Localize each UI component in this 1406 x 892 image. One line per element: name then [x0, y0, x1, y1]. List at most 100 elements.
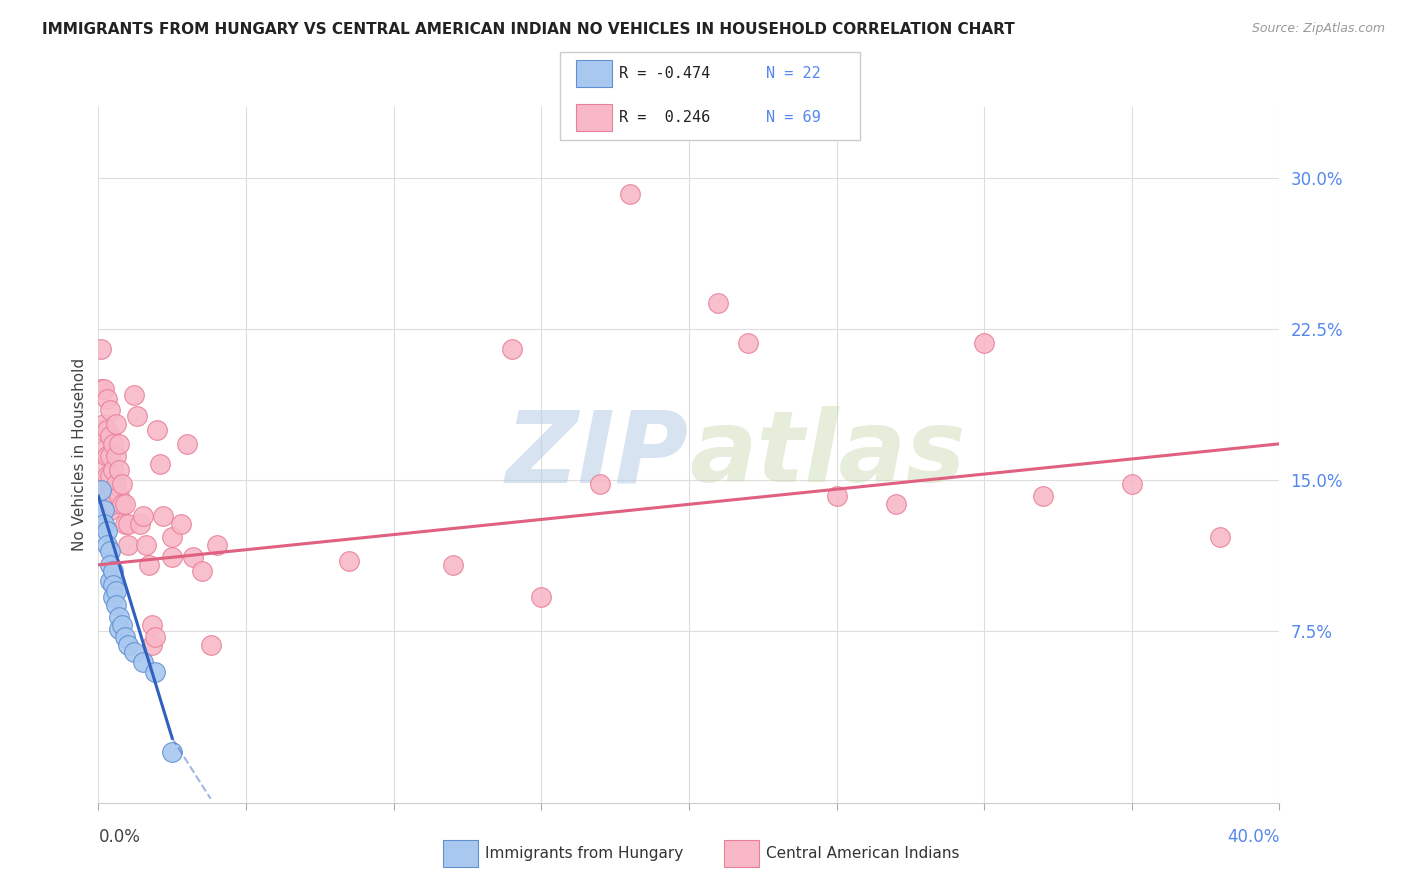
- Text: Central American Indians: Central American Indians: [766, 847, 960, 861]
- Point: [108, 623, 131, 637]
- Point: [98, 574, 121, 588]
- Y-axis label: No Vehicles in Household: No Vehicles in Household: [72, 359, 87, 551]
- Text: 0.0%: 0.0%: [98, 828, 141, 846]
- Point: [181, 549, 204, 564]
- Point: [90, 483, 112, 498]
- Point: [132, 509, 155, 524]
- Text: atlas: atlas: [689, 407, 966, 503]
- Point: [117, 517, 139, 532]
- Text: IMMIGRANTS FROM HUNGARY VS CENTRAL AMERICAN INDIAN NO VEHICLES IN HOUSEHOLD CORR: IMMIGRANTS FROM HUNGARY VS CENTRAL AMERI…: [42, 22, 1015, 37]
- Point: [205, 538, 228, 552]
- Point: [93, 463, 115, 477]
- Point: [117, 639, 139, 653]
- Point: [98, 503, 121, 517]
- Point: [125, 409, 148, 423]
- Point: [152, 509, 174, 524]
- Text: R = -0.474: R = -0.474: [619, 66, 710, 81]
- Point: [170, 517, 193, 532]
- Point: [1121, 477, 1143, 491]
- Point: [105, 477, 128, 491]
- Point: [103, 497, 125, 511]
- Point: [96, 524, 118, 538]
- Point: [132, 655, 155, 669]
- Point: [93, 517, 115, 532]
- Point: [141, 618, 163, 632]
- Point: [122, 388, 145, 402]
- Point: [111, 618, 134, 632]
- Text: N = 69: N = 69: [766, 111, 821, 125]
- Point: [93, 383, 115, 397]
- Point: [143, 665, 166, 679]
- Point: [441, 558, 464, 572]
- Point: [96, 392, 118, 407]
- Point: [103, 578, 125, 592]
- Point: [108, 437, 131, 451]
- Point: [98, 489, 121, 503]
- Point: [884, 497, 907, 511]
- Point: [162, 745, 183, 759]
- Point: [93, 477, 115, 491]
- Point: [98, 558, 121, 572]
- Point: [103, 463, 125, 477]
- Point: [737, 336, 759, 351]
- Point: [337, 554, 360, 568]
- Point: [200, 639, 222, 653]
- Point: [146, 423, 169, 437]
- Point: [135, 538, 157, 552]
- Point: [103, 437, 125, 451]
- Point: [96, 423, 118, 437]
- Point: [111, 477, 134, 491]
- Text: 40.0%: 40.0%: [1227, 828, 1279, 846]
- Point: [191, 564, 214, 578]
- Point: [162, 530, 183, 544]
- Point: [96, 449, 118, 463]
- Point: [96, 469, 118, 483]
- Point: [143, 631, 166, 645]
- Point: [90, 383, 112, 397]
- Point: [105, 449, 128, 463]
- Point: [105, 584, 128, 599]
- Point: [98, 402, 121, 417]
- Point: [114, 631, 136, 645]
- Text: ZIP: ZIP: [506, 407, 689, 503]
- Point: [105, 417, 128, 431]
- Point: [1209, 530, 1232, 544]
- Point: [162, 549, 183, 564]
- Text: R =  0.246: R = 0.246: [619, 111, 710, 125]
- Point: [707, 295, 730, 310]
- Point: [128, 517, 150, 532]
- Text: Immigrants from Hungary: Immigrants from Hungary: [485, 847, 683, 861]
- Point: [141, 639, 163, 653]
- Point: [501, 342, 523, 356]
- Point: [103, 564, 125, 578]
- Point: [93, 442, 115, 457]
- Point: [1032, 489, 1054, 503]
- Point: [973, 336, 995, 351]
- Point: [108, 463, 131, 477]
- Point: [825, 489, 848, 503]
- Point: [103, 590, 125, 604]
- Point: [108, 610, 131, 624]
- Point: [90, 423, 112, 437]
- Point: [117, 538, 139, 552]
- Point: [103, 483, 125, 498]
- Point: [114, 497, 136, 511]
- Point: [149, 457, 172, 471]
- Point: [111, 497, 134, 511]
- Point: [105, 598, 128, 612]
- Point: [138, 558, 160, 572]
- Text: N = 22: N = 22: [766, 66, 821, 81]
- Point: [530, 590, 553, 604]
- Point: [589, 477, 612, 491]
- Point: [122, 644, 145, 658]
- Point: [93, 417, 115, 431]
- Point: [96, 489, 118, 503]
- Point: [98, 429, 121, 443]
- Point: [90, 342, 112, 356]
- Point: [619, 186, 641, 201]
- Point: [98, 543, 121, 558]
- Point: [176, 437, 198, 451]
- Point: [98, 449, 121, 463]
- Point: [108, 489, 131, 503]
- Point: [93, 503, 115, 517]
